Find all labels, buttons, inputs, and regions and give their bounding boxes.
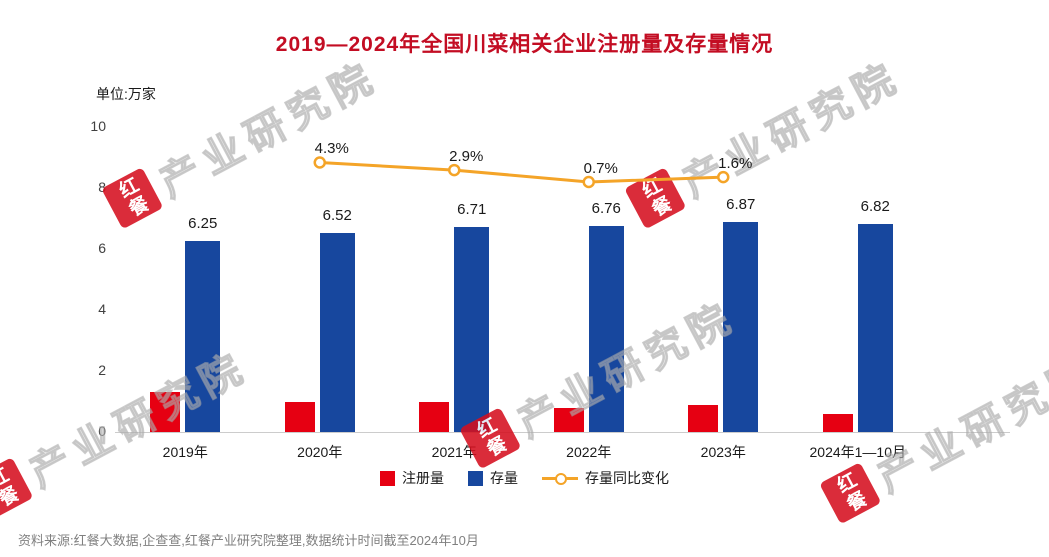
registration-bar bbox=[822, 414, 853, 432]
legend-item-yoy: 存量同比变化 bbox=[542, 468, 669, 488]
stock-value-label: 6.52 bbox=[322, 207, 352, 225]
registration-bar bbox=[419, 401, 450, 432]
chart-title: 2019—2024年全国川菜相关企业注册量及存量情况 bbox=[275, 33, 774, 56]
stock-value-label: 6.76 bbox=[591, 199, 621, 217]
y-axis-tick-label: 2 bbox=[98, 362, 106, 378]
x-axis-category-label: 2023年 bbox=[700, 444, 746, 460]
yoy-percent-label: 1.6% bbox=[718, 155, 753, 173]
stock-value-label: 6.82 bbox=[860, 197, 890, 215]
source-note: 资料来源:红餐大数据,企查查,红餐产业研究院整理,数据统计时间截至2024年10… bbox=[18, 533, 479, 548]
x-axis-category-label: 2021年 bbox=[431, 444, 477, 460]
legend-label: 注册量 bbox=[402, 470, 444, 486]
unit-label: 单位:万家 bbox=[96, 86, 156, 102]
stock-bar bbox=[723, 222, 759, 432]
registration-bar bbox=[688, 405, 719, 432]
y-axis-tick-label: 4 bbox=[98, 301, 106, 317]
x-axis-category-label: 2024年1—10月 bbox=[809, 444, 907, 460]
stock-bar bbox=[185, 241, 221, 432]
stock-bar bbox=[454, 227, 490, 432]
legend-swatch bbox=[380, 470, 395, 486]
legend-label: 存量 bbox=[490, 470, 518, 486]
legend-item-registration: 注册量 bbox=[380, 468, 444, 488]
yoy-percent-label: 0.7% bbox=[583, 160, 618, 177]
stock-bar bbox=[588, 225, 624, 432]
x-axis-line bbox=[115, 432, 1010, 433]
registration-bar bbox=[150, 392, 181, 432]
chart-legend: 注册量 存量 存量同比变化 bbox=[0, 468, 1049, 488]
legend-label: 存量同比变化 bbox=[585, 470, 669, 486]
yoy-percent-label: 4.3% bbox=[314, 140, 349, 158]
stock-bar bbox=[319, 233, 355, 432]
x-axis-category-label: 2022年 bbox=[566, 444, 612, 460]
legend-line-marker-glyph bbox=[555, 472, 567, 485]
legend-item-stock: 存量 bbox=[468, 468, 518, 488]
x-axis-category-label: 2020年 bbox=[297, 444, 343, 460]
stock-bar bbox=[857, 223, 893, 432]
stock-value-label: 6.71 bbox=[457, 201, 487, 219]
legend-swatch bbox=[468, 470, 483, 486]
legend-swatch bbox=[542, 471, 578, 486]
stock-value-label: 6.87 bbox=[726, 196, 756, 214]
y-axis-tick-label: 0 bbox=[98, 423, 106, 439]
y-axis-tick-label: 8 bbox=[98, 179, 106, 195]
yoy-percent-label: 2.9% bbox=[449, 148, 484, 166]
registration-bar bbox=[553, 408, 584, 432]
registration-bar bbox=[284, 401, 315, 432]
y-axis-tick-label: 10 bbox=[90, 118, 106, 134]
y-axis-tick-label: 6 bbox=[98, 240, 106, 256]
stock-value-label: 6.25 bbox=[188, 215, 218, 233]
x-axis-category-label: 2019年 bbox=[162, 444, 208, 460]
